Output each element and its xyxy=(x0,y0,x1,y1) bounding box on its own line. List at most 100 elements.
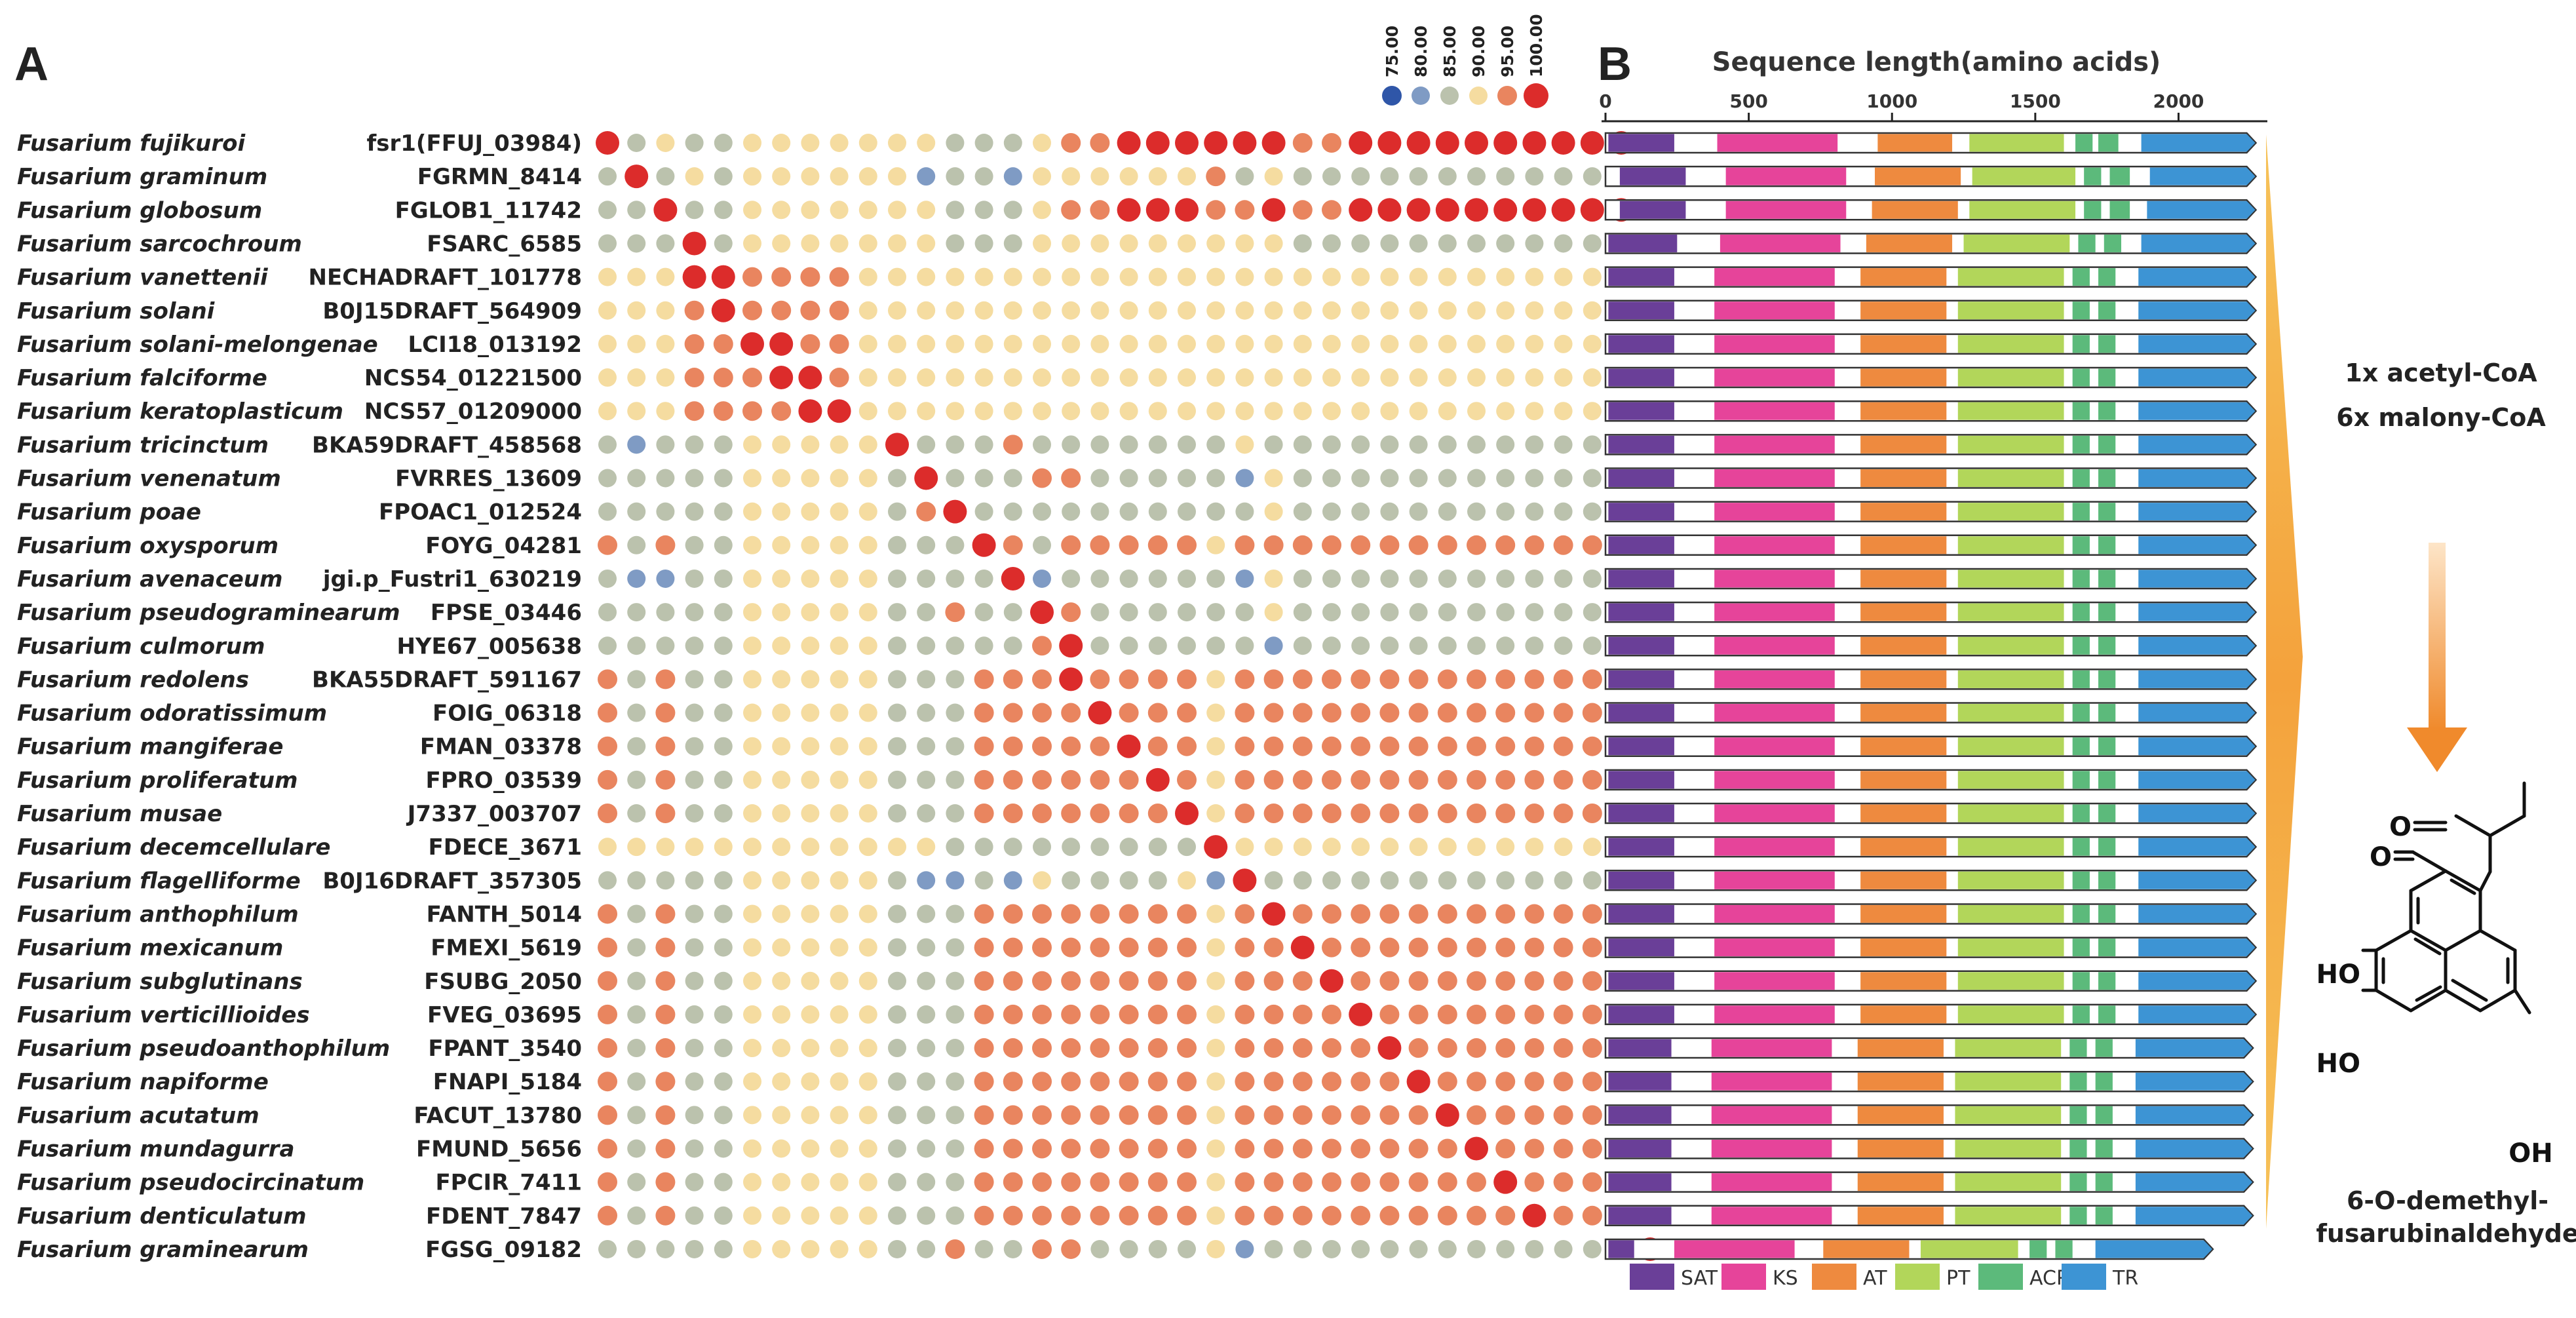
identity-dot xyxy=(1467,334,1486,353)
identity-dot xyxy=(1349,1002,1373,1026)
identity-dot xyxy=(1438,167,1457,186)
domain-pt xyxy=(1972,167,2076,185)
identity-dot xyxy=(1409,435,1428,454)
identity-dot xyxy=(1003,871,1022,890)
identity-dot xyxy=(1438,267,1457,286)
identity-dot xyxy=(714,770,733,789)
identity-dot xyxy=(1148,167,1167,186)
identity-dot xyxy=(1119,301,1138,320)
identity-dot xyxy=(772,502,791,521)
identity-dot xyxy=(598,167,617,186)
gene-id: LCI18_013192 xyxy=(408,332,582,358)
identity-dot xyxy=(685,904,704,923)
identity-dot xyxy=(1351,301,1370,320)
identity-dot xyxy=(946,1072,965,1091)
identity-dot xyxy=(1206,1039,1225,1058)
identity-dot xyxy=(1292,1172,1313,1192)
species-name: Fusarium pseudocircinatum xyxy=(17,1170,364,1196)
identity-dot xyxy=(1554,569,1573,588)
domain-acp xyxy=(2098,771,2116,789)
gene-id: FOYG_04281 xyxy=(425,533,582,559)
identity-dot xyxy=(801,1005,820,1024)
identity-dot xyxy=(888,1039,906,1058)
gene-id: B0J15DRAFT_564909 xyxy=(322,298,582,324)
identity-dot xyxy=(830,636,849,655)
identity-dot xyxy=(830,1005,849,1024)
identity-dot xyxy=(598,1239,617,1258)
identity-dot xyxy=(801,1206,820,1225)
domain-tr xyxy=(2138,771,2256,789)
identity-dot xyxy=(1524,703,1545,723)
identity-dot xyxy=(772,535,791,554)
length-axis: Sequence length(amino acids) 0 500 1000 150… xyxy=(1599,47,2267,123)
identity-dot xyxy=(1380,569,1399,588)
identity-dot xyxy=(656,301,675,320)
identity-dot xyxy=(1235,636,1254,655)
identity-dot xyxy=(858,804,877,823)
identity-dot xyxy=(946,368,965,387)
identity-dot xyxy=(1379,904,1400,924)
domain-tr xyxy=(2138,804,2256,823)
identity-dot xyxy=(917,201,936,220)
domain-sat xyxy=(1608,402,1674,420)
identity-dot xyxy=(1003,937,1023,958)
identity-dot xyxy=(685,636,704,655)
identity-dot xyxy=(1206,1139,1225,1158)
identity-dot xyxy=(888,770,906,789)
identity-dot xyxy=(1496,301,1515,320)
identity-dot xyxy=(801,904,820,923)
domain-acp xyxy=(2072,871,2090,889)
identity-dot xyxy=(1264,871,1283,890)
identity-dot xyxy=(1467,502,1486,521)
identity-dot xyxy=(1117,131,1141,155)
identity-dot xyxy=(1059,667,1083,691)
species-labels: Fusarium fujikuroi fsr1(FFUJ_03984)Fusari… xyxy=(17,130,582,1263)
domain-bars xyxy=(1604,132,2258,1260)
identity-dot xyxy=(1090,334,1109,353)
identity-dot xyxy=(1148,603,1167,622)
domain-tr xyxy=(2135,1207,2253,1225)
identity-dot xyxy=(830,469,849,488)
domain-acp xyxy=(2098,435,2116,454)
identity-dot xyxy=(1322,603,1341,622)
identity-dot xyxy=(1147,904,1168,924)
identity-dot xyxy=(798,366,822,390)
identity-dot xyxy=(946,402,965,421)
gene-id: FDECE_3671 xyxy=(429,834,582,861)
identity-dot xyxy=(1554,435,1573,454)
identity-dot xyxy=(1090,937,1110,958)
identity-dot xyxy=(714,1072,733,1091)
identity-dot xyxy=(946,1206,965,1225)
identity-dot xyxy=(1032,1138,1052,1159)
identity-dot xyxy=(946,535,965,554)
identity-dot xyxy=(1496,234,1515,253)
identity-dot xyxy=(1438,234,1457,253)
identity-dot xyxy=(1148,636,1167,655)
domain-acp xyxy=(2095,1072,2113,1091)
identity-dot xyxy=(801,871,820,890)
identity-dot xyxy=(1119,937,1139,958)
identity-dot xyxy=(946,938,965,957)
identity-dot xyxy=(598,1138,617,1159)
identity-dot xyxy=(743,1239,761,1258)
identity-dot xyxy=(1583,267,1602,286)
identity-dot xyxy=(1496,1239,1515,1258)
domain-sat xyxy=(1608,335,1674,353)
identity-dot xyxy=(1524,1072,1545,1092)
identity-dot xyxy=(740,332,764,356)
identity-dot xyxy=(656,234,675,253)
domain-pt xyxy=(1920,1240,2018,1258)
domain-acp xyxy=(2095,1140,2113,1157)
identity-dot xyxy=(1522,1203,1547,1228)
domain-ks xyxy=(1714,603,1835,621)
identity-dot xyxy=(1003,267,1022,286)
identity-dot xyxy=(1583,603,1602,622)
domain-tr xyxy=(2138,570,2256,588)
domain-acp xyxy=(2098,704,2116,722)
identity-dot xyxy=(917,1173,936,1192)
gene-id: FGSG_09182 xyxy=(425,1237,582,1263)
identity-dot xyxy=(1496,636,1515,655)
gene-id: NCS57_01209000 xyxy=(364,398,582,425)
identity-dot xyxy=(1206,1206,1225,1225)
identity-dot xyxy=(1409,402,1428,421)
